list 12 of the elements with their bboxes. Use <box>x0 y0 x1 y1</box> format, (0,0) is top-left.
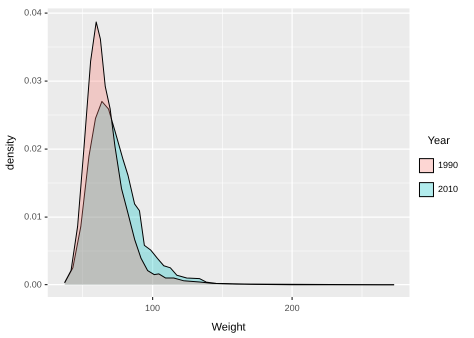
legend-title: Year <box>428 134 450 147</box>
legend-label: 2010 <box>438 184 458 194</box>
y-tick-label: 0.00 <box>24 279 42 290</box>
x-tick-label: 100 <box>144 302 160 313</box>
y-tick-label: 0.02 <box>24 143 42 154</box>
y-axis-title: density <box>4 134 17 170</box>
x-tick-label: 200 <box>284 302 300 313</box>
y-tick-label: 0.04 <box>24 8 42 18</box>
y-tick-label: 0.03 <box>24 76 42 86</box>
legend-label: 1990 <box>438 160 458 170</box>
y-tick-label: 0.01 <box>24 211 42 222</box>
x-axis-title: Weight <box>212 321 246 334</box>
